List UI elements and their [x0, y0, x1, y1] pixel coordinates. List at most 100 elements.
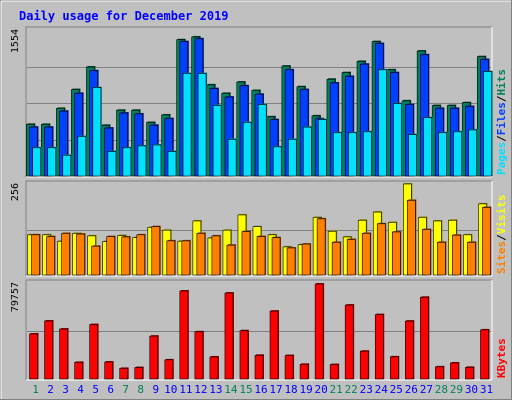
bar-pages-day-15	[242, 122, 252, 177]
day-label-20: 20	[315, 383, 328, 396]
day-label-21: 21	[330, 383, 343, 396]
bar-pages-day-24	[378, 69, 387, 177]
bar-pages-day-30	[468, 129, 477, 177]
day-label-17: 17	[269, 383, 282, 396]
day-label-6: 6	[107, 383, 114, 396]
day-label-27: 27	[420, 383, 433, 396]
bar-kbytes-day-26	[405, 320, 414, 380]
bar-pages-day-12	[197, 73, 207, 177]
bar-pages-day-9	[152, 144, 162, 177]
bar-kbytes-day-30	[465, 367, 474, 380]
bar-pages-day-14	[227, 139, 237, 177]
bar-sites-day-3	[61, 233, 70, 276]
bar-pages-day-2	[47, 147, 57, 177]
legend-entry-files: Files	[495, 102, 508, 135]
bar-pages-day-11	[182, 73, 192, 177]
bar-pages-day-25	[393, 103, 402, 177]
bar-kbytes-day-17	[269, 310, 279, 380]
bar-pages-day-13	[212, 105, 222, 177]
legend-entry-pages: Pages	[495, 142, 508, 175]
day-label-28: 28	[435, 383, 448, 396]
series-pages	[32, 68, 493, 177]
bar-pages-day-4	[77, 136, 87, 177]
bar-kbytes-day-28	[435, 366, 444, 380]
bar-kbytes-day-8	[134, 367, 144, 380]
bar-kbytes-day-2	[44, 320, 53, 380]
bar-sites-day-17	[271, 237, 281, 276]
legend-entry-kbytes: KBytes	[495, 338, 508, 378]
bar-sites-day-4	[76, 233, 85, 276]
bar-kbytes-day-4	[74, 362, 83, 380]
day-label-23: 23	[360, 383, 373, 396]
day-label-3: 3	[62, 383, 69, 396]
bar-sites-day-29	[452, 234, 461, 276]
bar-sites-day-10	[166, 240, 176, 276]
bar-sites-day-14	[226, 244, 236, 276]
bar-pages-day-23	[363, 131, 372, 177]
day-label-9: 9	[152, 383, 159, 396]
legend-kbytes: KBytes	[495, 338, 508, 378]
bar-sites-day-16	[256, 236, 266, 276]
bar-pages-day-26	[408, 134, 417, 177]
bar-sites-day-30	[467, 241, 476, 276]
series-sites	[31, 199, 492, 276]
bar-kbytes-day-16	[254, 354, 264, 380]
day-label-1: 1	[32, 383, 39, 396]
bar-sites-day-6	[106, 236, 115, 276]
bar-kbytes-day-1	[29, 333, 38, 380]
day-label-22: 22	[345, 383, 358, 396]
day-label-26: 26	[405, 383, 418, 396]
panel-visits-sites: 256 Sites/Visits	[10, 180, 508, 277]
bar-pages-day-10	[167, 151, 177, 177]
bar-kbytes-day-25	[389, 356, 399, 380]
day-label-11: 11	[179, 383, 192, 396]
bar-sites-day-24	[376, 223, 386, 276]
legend-separator: /	[495, 135, 508, 142]
bar-pages-day-19	[302, 126, 312, 177]
axis-max-label: 79757	[10, 282, 21, 312]
day-label-18: 18	[284, 383, 297, 396]
day-label-12: 12	[194, 383, 207, 396]
bar-kbytes-day-5	[89, 324, 98, 380]
bar-pages-day-27	[423, 117, 432, 177]
legend-separator: /	[495, 234, 508, 241]
bar-pages-day-28	[438, 132, 447, 177]
bar-kbytes-day-13	[209, 356, 219, 380]
bar-kbytes-day-7	[119, 368, 129, 380]
bar-kbytes-day-14	[224, 292, 234, 380]
chart-panels: 1554Pages/Files/Hits256Sites/Visits79757…	[10, 26, 508, 381]
bar-sites-day-27	[422, 229, 431, 276]
bar-pages-day-22	[348, 132, 357, 177]
bar-sites-day-11	[181, 240, 191, 276]
day-label-10: 10	[164, 383, 177, 396]
bar-sites-day-7	[121, 236, 131, 276]
bar-kbytes-day-10	[164, 359, 174, 380]
bar-sites-day-26	[407, 200, 416, 276]
bar-pages-day-21	[333, 132, 342, 177]
bar-kbytes-day-18	[284, 355, 294, 380]
day-label-30: 30	[465, 383, 478, 396]
bar-pages-day-20	[318, 119, 327, 177]
bar-pages-day-8	[137, 145, 147, 177]
day-label-16: 16	[254, 383, 267, 396]
legend-entry-visits: Visits	[495, 195, 508, 235]
day-label-13: 13	[209, 383, 222, 396]
day-labels: 1 2 3 4 5 6 7 8 9 10 11 12 13 14 15 16 17 18 19 20 21 22 23 24 2…	[32, 383, 493, 396]
day-label-5: 5	[92, 383, 99, 396]
bar-sites-day-5	[91, 245, 100, 276]
bar-kbytes-day-12	[194, 331, 204, 380]
bar-sites-day-8	[136, 234, 146, 276]
bar-kbytes-day-22	[344, 304, 354, 380]
bar-sites-day-22	[346, 239, 356, 276]
panel-kbytes: 79757 KBytes	[10, 279, 508, 381]
bar-sites-day-2	[46, 236, 55, 276]
bar-sites-day-15	[241, 231, 251, 276]
bar-kbytes-day-29	[450, 362, 459, 380]
bar-sites-day-23	[361, 233, 371, 276]
bar-pages-day-1	[32, 147, 42, 177]
bar-kbytes-day-6	[104, 361, 113, 380]
bar-kbytes-day-19	[299, 364, 309, 380]
bar-kbytes-day-3	[59, 328, 68, 380]
bar-kbytes-day-11	[179, 290, 189, 380]
axis-max-label: 256	[10, 183, 21, 201]
